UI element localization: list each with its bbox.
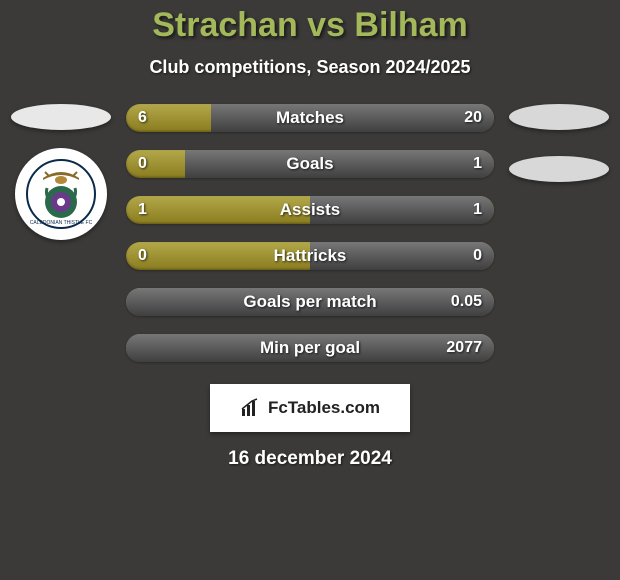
stat-bar: 1 Assists 1	[126, 196, 494, 224]
bar-label: Hattricks	[274, 246, 347, 266]
bar-fill	[185, 150, 494, 178]
left-column: CALEDONIAN THISTLE FC	[6, 104, 116, 362]
left-crest-icon: CALEDONIAN THISTLE FC	[15, 148, 107, 240]
stat-bar: Min per goal 2077	[126, 334, 494, 362]
bar-label: Assists	[280, 200, 340, 220]
page-subtitle: Club competitions, Season 2024/2025	[0, 57, 620, 78]
right-flag-icon	[509, 104, 609, 130]
bars-icon	[240, 397, 262, 419]
stat-bar: 0 Hattricks 0	[126, 242, 494, 270]
bar-right-value: 0	[473, 247, 482, 265]
bar-label: Matches	[276, 108, 344, 128]
bar-right-value: 1	[473, 155, 482, 173]
main-row: CALEDONIAN THISTLE FC 6 Matches 20 0 Goa…	[0, 104, 620, 362]
bar-left-value: 1	[138, 201, 147, 219]
bar-label: Goals	[286, 154, 333, 174]
bar-right-value: 2077	[446, 339, 482, 357]
stat-bar: Goals per match 0.05	[126, 288, 494, 316]
footer-badge-text: FcTables.com	[268, 398, 380, 418]
page-title: Strachan vs Bilham	[0, 6, 620, 45]
right-column	[504, 104, 614, 362]
bar-left-value: 0	[138, 155, 147, 173]
svg-text:CALEDONIAN THISTLE FC: CALEDONIAN THISTLE FC	[30, 220, 93, 226]
page-root: Strachan vs Bilham Club competitions, Se…	[0, 0, 620, 580]
bar-fill	[211, 104, 494, 132]
bar-right-value: 0.05	[451, 293, 482, 311]
bar-left-value: 6	[138, 109, 147, 127]
bars-column: 6 Matches 20 0 Goals 1 1 Assists 1 0 Hat…	[126, 104, 494, 362]
bar-label: Min per goal	[260, 338, 360, 358]
crest-svg: CALEDONIAN THISTLE FC	[25, 158, 97, 230]
left-flag-icon	[11, 104, 111, 130]
stat-bar: 0 Goals 1	[126, 150, 494, 178]
bar-right-value: 1	[473, 201, 482, 219]
right-crest-placeholder-icon	[509, 156, 609, 182]
stat-bar: 6 Matches 20	[126, 104, 494, 132]
footer-badge: FcTables.com	[210, 384, 410, 432]
bar-label: Goals per match	[243, 292, 376, 312]
bar-right-value: 20	[464, 109, 482, 127]
bar-left-value: 0	[138, 247, 147, 265]
footer-date: 16 december 2024	[0, 448, 620, 470]
